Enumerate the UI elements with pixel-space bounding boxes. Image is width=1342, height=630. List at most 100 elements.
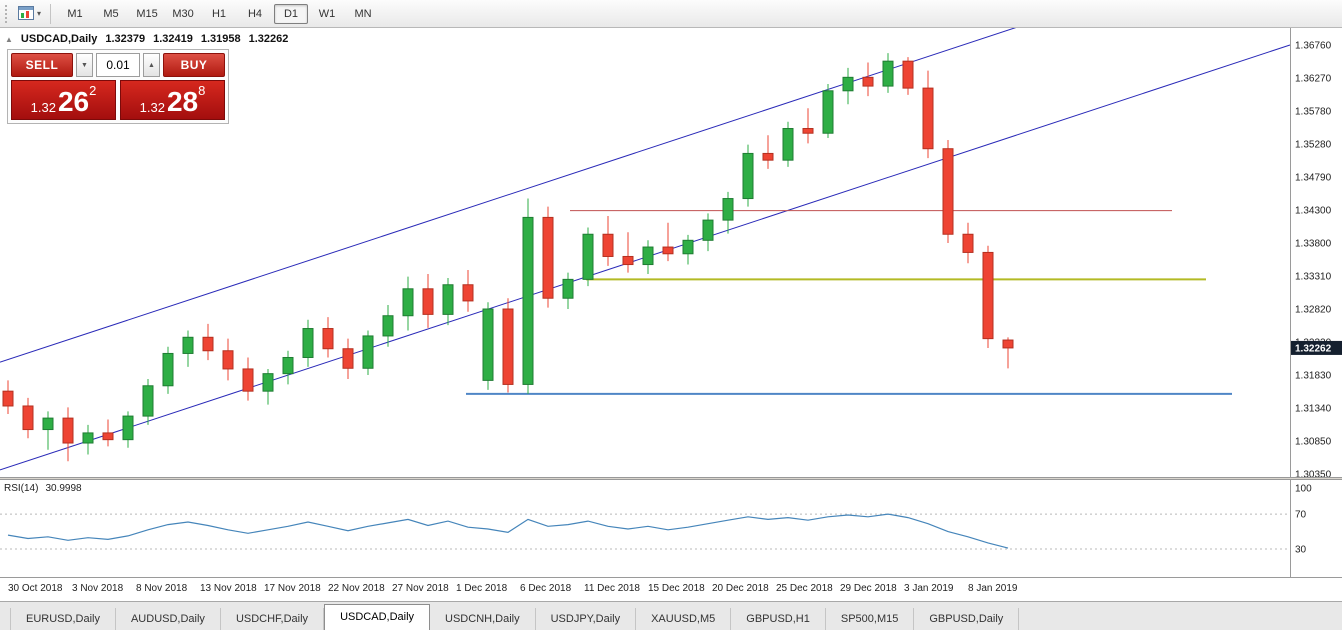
price-axis-label: 1.30350 — [1295, 470, 1332, 478]
current-price-badge — [1291, 340, 1342, 355]
price-axis-label: 1.33800 — [1295, 239, 1332, 250]
price-axis-label: 1.35780 — [1295, 107, 1332, 118]
chart-tab-audusd-daily[interactable]: AUDUSD,Daily — [116, 608, 221, 630]
buy-price-prefix: 1.32 — [139, 100, 165, 115]
timeframe-buttons: M1 M5 M15 M30 H1 H4 D1 W1 MN — [57, 3, 381, 24]
collapse-trade-panel-icon[interactable]: ▲ — [5, 34, 13, 44]
timeframe-d1-button[interactable]: D1 — [274, 3, 309, 24]
buy-button[interactable]: BUY — [163, 53, 225, 77]
chevron-down-icon: ▾ — [37, 8, 42, 18]
candle-body — [522, 216, 534, 385]
sell-button[interactable]: SELL — [11, 53, 73, 77]
price-chart[interactable]: 1.36760 1.36270 1.35780 1.35280 1.34790 1.343… — [0, 28, 1342, 477]
candle-body — [802, 128, 814, 134]
rsi-axis-label: 30 — [1295, 545, 1307, 556]
candle-body — [782, 128, 794, 161]
price-axis-label: 1.34790 — [1295, 173, 1332, 184]
rsi-line — [7, 513, 1009, 549]
candle-body — [182, 336, 194, 354]
lot-size-input[interactable] — [96, 53, 140, 77]
candle-body — [562, 278, 574, 299]
candle-body — [842, 76, 854, 92]
chart-tab-gbpusd-h1[interactable]: GBPUSD,H1 — [731, 608, 826, 630]
buy-price-box[interactable]: 1.32 28 8 — [120, 80, 225, 120]
date-label: 6 Dec 2018 — [520, 583, 572, 594]
ohlc-close: 1.32262 — [248, 33, 289, 45]
timeframe-mn-button[interactable]: MN — [354, 7, 372, 20]
timeframe-m1-button[interactable]: M1 — [67, 7, 83, 20]
chart-tab-usdjpy-daily[interactable]: USDJPY,Daily — [536, 608, 637, 630]
candle-body — [262, 373, 274, 392]
trendline[interactable] — [0, 28, 1290, 363]
candle-body — [462, 284, 474, 302]
timeframe-m5-button[interactable]: M5 — [103, 7, 119, 20]
candle-body — [642, 246, 654, 266]
candle-body — [282, 356, 294, 375]
sell-price-box[interactable]: 1.32 26 2 — [11, 80, 116, 120]
ohlc-open: 1.32379 — [105, 33, 146, 45]
candle-body — [962, 233, 974, 253]
candle-body — [302, 328, 314, 358]
candle-body — [162, 352, 174, 387]
lot-increase-button[interactable]: ▲ — [143, 53, 160, 77]
candle-body — [542, 216, 554, 299]
timeframe-h4-button[interactable]: H4 — [247, 7, 263, 20]
rsi-chart[interactable]: 100 70 30 — [0, 480, 1342, 577]
candle-body — [602, 233, 614, 257]
chart-tab-usdcnh-daily[interactable]: USDCNH,Daily — [430, 608, 536, 630]
date-label: 8 Jan 2019 — [968, 583, 1018, 594]
candle-body — [142, 385, 154, 417]
date-label: 29 Dec 2018 — [840, 583, 897, 594]
current-price-label: 1.32262 — [1295, 343, 1332, 354]
chart-tab-xauusd-m5[interactable]: XAUUSD,M5 — [636, 608, 732, 630]
date-label: 20 Dec 2018 — [712, 583, 769, 594]
candle-body — [382, 315, 394, 337]
date-label: 30 Oct 2018 — [8, 583, 63, 594]
date-label: 11 Dec 2018 — [584, 583, 640, 594]
chart-tab-gbpusd-daily[interactable]: GBPUSD,Daily — [914, 608, 1020, 630]
candle-body — [1002, 339, 1014, 349]
chart-tab-bar: EURUSD,Daily AUDUSD,Daily USDCHF,Daily USDC… — [0, 601, 1342, 630]
lot-decrease-button[interactable]: ▼ — [76, 53, 93, 77]
price-axis-label: 1.35280 — [1295, 140, 1332, 151]
date-label: 22 Nov 2018 — [328, 583, 385, 594]
date-label: 25 Dec 2018 — [776, 583, 833, 594]
chart-tab-usdcad-daily[interactable]: USDCAD,Daily — [324, 604, 431, 630]
panel-divider[interactable] — [0, 477, 1342, 480]
timeframe-h1-button[interactable]: H1 — [211, 7, 227, 20]
buy-price-pip: 8 — [198, 83, 206, 98]
date-label: 15 Dec 2018 — [648, 583, 705, 594]
toolbar-grip[interactable] — [5, 4, 10, 23]
time-axis[interactable]: 30 Oct 2018 3 Nov 2018 8 Nov 2018 13 Nov 20… — [0, 577, 1342, 601]
symbol-label: USDCAD,Daily — [20, 33, 98, 45]
date-label: 17 Nov 2018 — [264, 583, 321, 594]
timeframe-m30-button[interactable]: M30 — [172, 7, 194, 20]
price-axis-label: 1.32820 — [1295, 305, 1332, 316]
date-label: 8 Nov 2018 — [136, 583, 188, 594]
candle-body — [362, 335, 374, 369]
chart-tab-usdchf-daily[interactable]: USDCHF,Daily — [221, 608, 325, 630]
sell-price-pip: 2 — [89, 83, 97, 98]
timeframe-m15-button[interactable]: M15 — [136, 7, 158, 20]
ohlc-low: 1.31958 — [200, 33, 241, 45]
sell-price-main: 26 — [57, 86, 90, 118]
candle-body — [22, 405, 34, 431]
chart-tools-button[interactable]: ▾ — [15, 4, 44, 23]
candle-body — [2, 390, 14, 407]
date-label: 3 Jan 2019 — [904, 583, 954, 594]
chart-tab-sp500-m15[interactable]: SP500,M15 — [826, 608, 915, 630]
timeframe-w1-button[interactable]: W1 — [318, 7, 336, 20]
candle-body — [42, 417, 54, 431]
candle-body — [482, 308, 494, 381]
candle-body — [82, 432, 94, 444]
candle-body — [202, 336, 214, 352]
candle-body — [122, 415, 134, 441]
candle-body — [922, 87, 934, 150]
candle-body — [62, 417, 74, 444]
price-axis-label: 1.31340 — [1295, 404, 1332, 415]
candle-body — [702, 219, 714, 241]
candle-body — [762, 152, 774, 161]
chart-tab-eurusd-daily[interactable]: EURUSD,Daily — [10, 608, 116, 630]
chart-icon — [18, 6, 34, 20]
price-axis-label: 1.34300 — [1295, 206, 1332, 217]
